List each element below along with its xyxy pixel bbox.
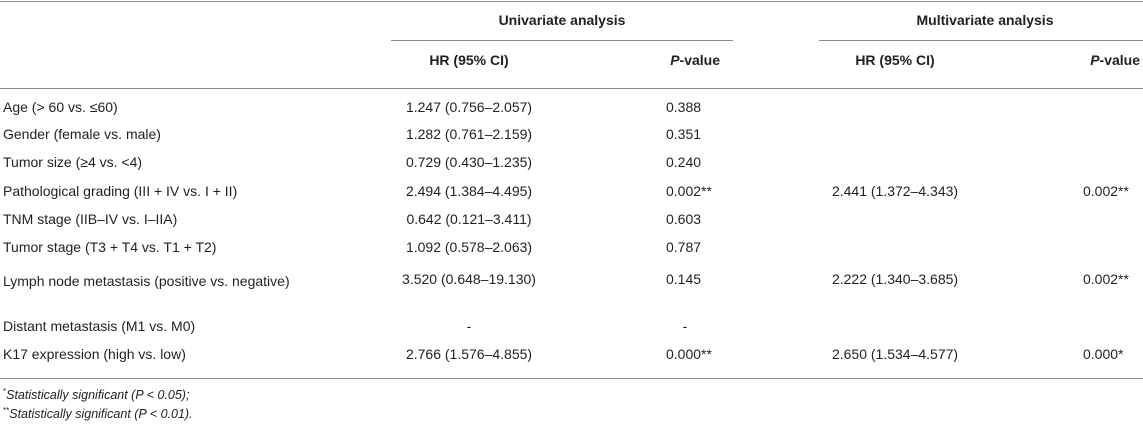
row-uni-hr: 1.282 (0.761–2.159) <box>405 126 533 142</box>
footnote-text: Statistically significant (P < 0.05); <box>6 388 190 402</box>
table-bottom-rule <box>0 378 1143 379</box>
row-variable: Tumor stage (T3 + T4 vs. T1 + T2) <box>3 239 217 255</box>
row-uni-hr: 2.766 (1.576–4.855) <box>405 346 533 362</box>
multivariate-underline <box>819 40 1143 41</box>
row-uni-hr: 3.520 (0.648–19.130) <box>402 271 536 287</box>
row-uni-p: 0.002** <box>666 183 712 199</box>
row-uni-hr: 0.642 (0.121–3.411) <box>406 211 532 227</box>
row-multi-hr: 2.650 (1.534–4.577) <box>831 346 959 362</box>
multi-p-header: P-value <box>1090 52 1140 69</box>
row-uni-hr: 2.494 (1.384–4.495) <box>405 183 533 199</box>
row-variable: TNM stage (IIB–IV vs. I–IIA) <box>3 211 178 227</box>
uni-hr-header: HR (95% CI) <box>429 52 509 68</box>
row-variable: K17 expression (high vs. low) <box>3 346 186 362</box>
p-suffix: -value <box>1099 52 1140 68</box>
row-multi-hr: 2.441 (1.372–4.343) <box>831 183 959 199</box>
row-variable: Distant metastasis (M1 vs. M0) <box>3 318 196 334</box>
multi-hr-header: HR (95% CI) <box>855 52 935 68</box>
row-variable: Age (> 60 vs. ≤60) <box>3 99 118 115</box>
row-variable: Gender (female vs. male) <box>3 126 161 142</box>
row-uni-hr: - <box>466 318 472 334</box>
row-uni-hr: 1.092 (0.578–2.063) <box>405 239 533 255</box>
row-multi-p: 0.002** <box>1083 271 1129 287</box>
p-italic: P <box>670 52 680 68</box>
row-uni-p: - <box>682 318 688 334</box>
univariate-underline <box>391 40 733 41</box>
footnote-significance-005: *Statistically significant (P < 0.05); <box>3 387 189 404</box>
row-uni-hr: 1.247 (0.756–2.057) <box>405 99 533 115</box>
row-uni-p: 0.000** <box>666 346 712 362</box>
row-variable: Lymph node metastasis (positive vs. nega… <box>3 273 290 289</box>
header-bottom-rule <box>0 88 1143 89</box>
row-uni-p: 0.388 <box>666 99 702 115</box>
footnote-mark: ** <box>3 405 10 415</box>
row-uni-p: 0.603 <box>666 211 702 227</box>
footnote-text: Statistically significant (P < 0.01). <box>9 407 193 421</box>
row-multi-hr: 2.222 (1.340–3.685) <box>831 271 959 287</box>
row-uni-hr: 0.729 (0.430–1.235) <box>405 154 533 170</box>
univariate-header: Univariate analysis <box>498 12 626 28</box>
row-uni-p: 0.787 <box>666 239 702 255</box>
multivariate-header: Multivariate analysis <box>916 12 1054 28</box>
row-uni-p: 0.240 <box>666 154 702 170</box>
footnote-significance-001: **Statistically significant (P < 0.01). <box>3 406 193 423</box>
row-uni-p: 0.351 <box>666 126 702 142</box>
row-variable: Pathological grading (III + IV vs. I + I… <box>3 183 238 199</box>
uni-p-header: P-value <box>670 52 720 69</box>
row-variable: Tumor size (≥4 vs. <4) <box>3 154 143 170</box>
row-multi-p: 0.000* <box>1083 346 1124 362</box>
table-top-rule <box>0 1 1143 2</box>
p-suffix: -value <box>679 52 720 68</box>
p-italic: P <box>1090 52 1100 68</box>
row-uni-p: 0.145 <box>666 271 702 287</box>
footnote-mark: * <box>3 386 7 396</box>
row-multi-p: 0.002** <box>1083 183 1129 199</box>
